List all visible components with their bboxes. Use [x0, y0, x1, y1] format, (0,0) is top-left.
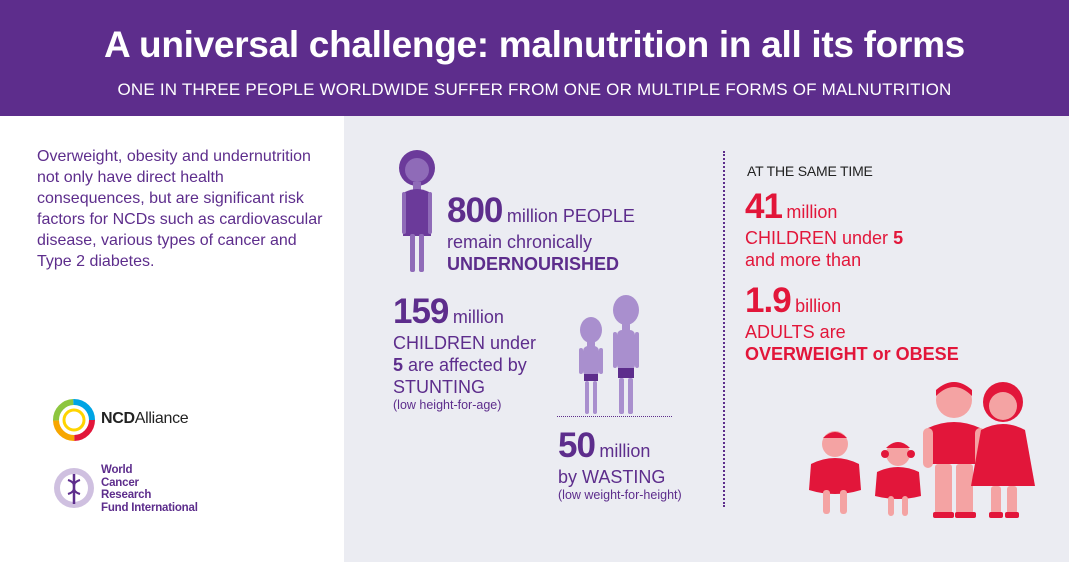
same-time-label: AT THE SAME TIME	[747, 163, 873, 179]
stat-line: ADULTS are	[745, 322, 846, 342]
left-panel: Overweight, obesity and undernutrition n…	[0, 116, 344, 562]
header-banner: A universal challenge: malnutrition in a…	[0, 0, 1069, 116]
undernourished-stat: 800 million PEOPLE remain chronically UN…	[447, 191, 635, 275]
stat-note: (low weight-for-height)	[558, 488, 682, 502]
stat-number: 800	[447, 191, 503, 230]
stat-number: 159	[393, 292, 449, 331]
dotted-divider	[723, 151, 725, 507]
stat-line: and more than	[745, 250, 862, 270]
stat-number: 1.9	[745, 281, 792, 320]
children-stunting-wasting-icon	[579, 295, 639, 414]
stat-line: remain chronically	[447, 232, 593, 252]
stat-unit: million	[786, 202, 838, 222]
intro-text: Overweight, obesity and undernutrition n…	[37, 148, 323, 270]
ncd-bold-text: NCD	[101, 410, 135, 427]
wcrf-logo-icon	[54, 468, 94, 508]
adults-overweight-stat: 1.9 billion ADULTS are OVERWEIGHT or OBE…	[745, 281, 959, 365]
stat-unit: million	[599, 441, 651, 461]
ncd-rest-text: Alliance	[134, 410, 189, 427]
stat-line: UNDERNOURISHED	[447, 254, 620, 274]
ncd-alliance-logo-icon	[53, 399, 95, 441]
stat-line-number: 5	[893, 228, 904, 248]
wcrf-line: Cancer	[101, 476, 139, 489]
wcrf-line: World	[101, 464, 133, 476]
stat-number: 41	[745, 187, 783, 226]
children-overweight-stat: 41 million CHILDREN under 5 and more tha…	[745, 187, 903, 271]
ncd-alliance-name: NCDAlliance	[101, 410, 189, 428]
stat-unit: million PEOPLE	[506, 206, 635, 226]
stat-line: CHILDREN under	[745, 228, 894, 248]
wcrf-line: Research	[101, 489, 152, 501]
stat-line: OVERWEIGHT or OBESE	[745, 344, 959, 364]
stat-line-number: 5	[393, 355, 404, 375]
stat-line: STUNTING	[393, 377, 485, 397]
page-subtitle: ONE IN THREE PEOPLE WORLDWIDE SUFFER FRO…	[117, 80, 952, 99]
stat-line: by WASTING	[558, 467, 666, 487]
stat-line: are affected by	[403, 355, 527, 375]
ground-line	[557, 416, 672, 417]
stat-line: CHILDREN under	[393, 333, 537, 353]
stat-note: (low height-for-age)	[393, 398, 502, 412]
stat-unit: billion	[795, 296, 842, 316]
wasting-stat: 50 million by WASTING (low weight-for-he…	[558, 426, 682, 502]
undernourished-person-icon	[399, 150, 435, 272]
stat-unit: million	[452, 307, 504, 327]
wcrf-name: World Cancer Research Fund International	[101, 464, 198, 514]
page-title: A universal challenge: malnutrition in a…	[104, 24, 965, 65]
stunting-stat: 159 million CHILDREN under 5 are affecte…	[393, 292, 536, 412]
wcrf-line: Fund International	[101, 501, 198, 514]
overweight-family-icon	[809, 382, 1035, 518]
stat-number: 50	[558, 426, 596, 465]
